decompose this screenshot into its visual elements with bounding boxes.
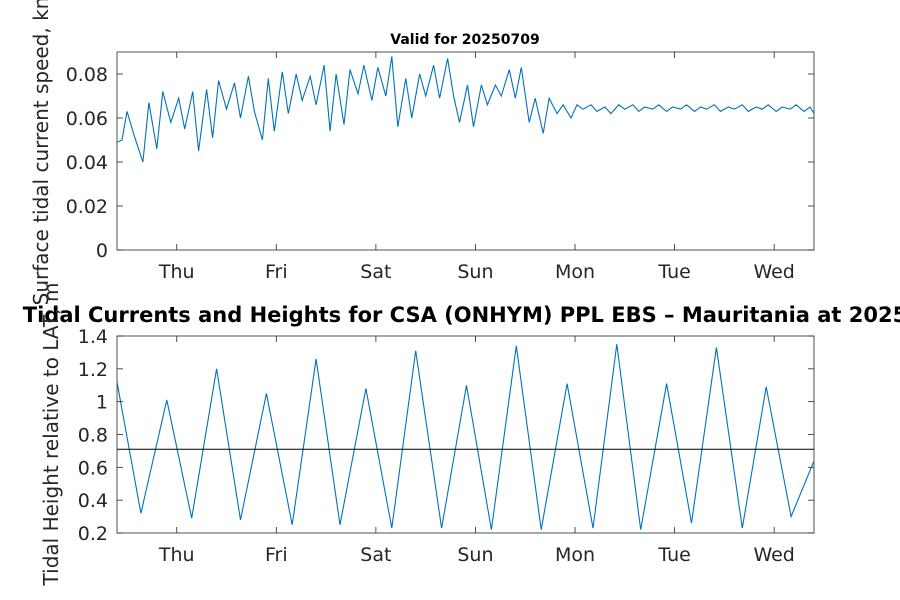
tidal-height-x-tick-label: Tue	[657, 544, 690, 566]
tidal-height-x-tick-label: Wed	[753, 544, 794, 566]
current-speed-x-tick-label: Mon	[555, 261, 595, 283]
tidal-height-y-tick-label: 1.4	[78, 326, 108, 348]
tidal-height-series-line	[116, 344, 815, 530]
tidal-height-y-tick-label: 0.4	[78, 490, 108, 512]
tidal-height-y-tick-label: 1.2	[78, 359, 108, 381]
tidal-height-y-tick-label: 0.6	[78, 457, 108, 479]
tidal-height-y-tick-label: 0.8	[78, 425, 108, 447]
tidal-height-x-tick-label: Sat	[360, 544, 391, 566]
current-speed-x-tick-label: Sun	[457, 261, 493, 283]
tidal-height-y-tick-label: 0.2	[78, 523, 108, 545]
tidal-height-y-axis-label: Tidal Height relative to LAT, m	[39, 283, 63, 587]
current-speed-x-tick-label: Thu	[158, 261, 195, 283]
current-speed-x-tick-label: Fri	[265, 261, 288, 283]
current-speed-y-tick-label: 0	[96, 240, 108, 262]
current-speed-y-tick-label: 0.08	[66, 64, 108, 86]
tidal-height-x-tick-label: Thu	[158, 544, 195, 566]
tidal-height-chart: 0.2 0.4 0.6 0.8 1 1.2 1.4 Thu Fri Sat Sun Mon Tue Wed	[78, 326, 815, 566]
current-speed-y-tick-label: 0.04	[66, 152, 108, 174]
current-speed-y-tick-label: 0.06	[66, 108, 108, 130]
current-speed-chart: 0 0.02 0.04 0.06 0.08 Thu Fri Sat Sun Mon Tue Wed	[66, 51, 815, 283]
tidal-height-x-tick-label: Sun	[457, 544, 493, 566]
current-speed-chart-title: Valid for 20250709	[390, 32, 539, 48]
current-speed-plot-area	[116, 51, 815, 251]
current-speed-series-line	[116, 56, 815, 163]
tidal-height-chart-title: Tidal Currents and Heights for CSA (ONHY…	[23, 303, 900, 327]
tidal-height-x-tick-label: Fri	[265, 544, 288, 566]
current-speed-x-tick-label: Sat	[360, 261, 391, 283]
current-speed-y-tick-label: 0.02	[66, 196, 108, 218]
current-speed-y-axis-label: Surface tidal current speed, kn	[29, 0, 53, 305]
tidal-height-plot-area	[116, 335, 815, 534]
tidal-height-x-tick-label: Mon	[555, 544, 595, 566]
current-speed-x-tick-label: Wed	[753, 261, 794, 283]
tidal-height-y-tick-label: 1	[96, 392, 108, 414]
current-speed-x-tick-label: Tue	[657, 261, 690, 283]
